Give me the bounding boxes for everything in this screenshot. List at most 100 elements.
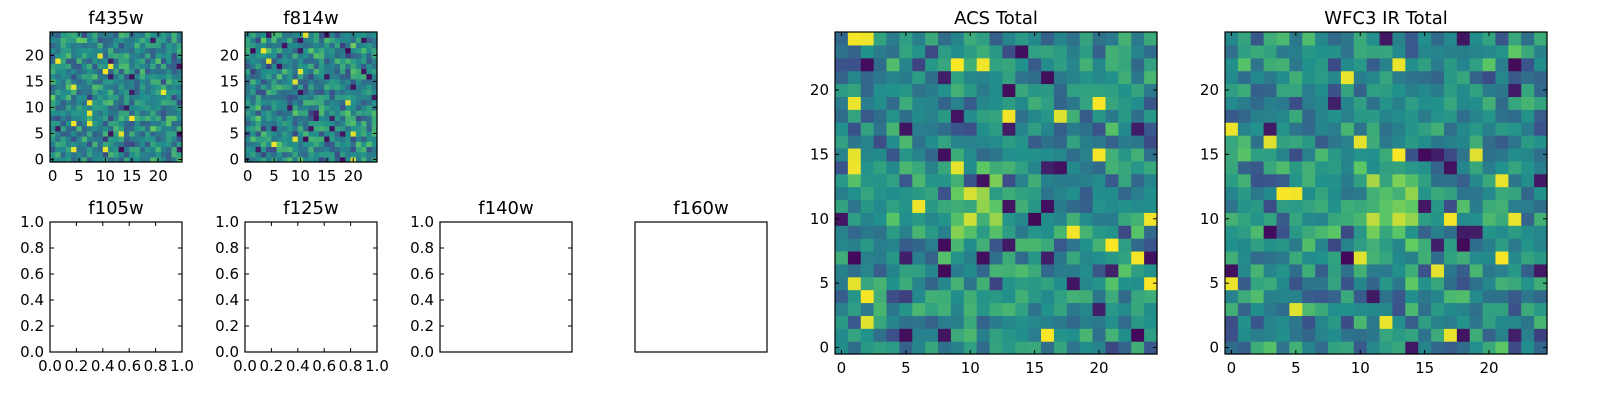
heatmap-cell — [1028, 122, 1042, 136]
heatmap-cell — [1482, 173, 1497, 188]
heatmap-cell — [1225, 57, 1239, 72]
x-tick-label: 0.2 — [259, 357, 283, 375]
axes-frame — [634, 221, 768, 353]
heatmap-cell — [55, 89, 62, 95]
heatmap-cell — [1028, 341, 1042, 355]
heatmap-cell — [1353, 186, 1368, 201]
heatmap-cell — [366, 47, 373, 54]
heatmap-cell — [297, 89, 304, 95]
heatmap-cell — [150, 104, 157, 111]
heatmap-cell — [150, 58, 157, 64]
heatmap-cell — [71, 47, 77, 54]
heatmap-cell — [1340, 341, 1355, 355]
heatmap-cell — [925, 289, 939, 304]
heatmap-cell — [287, 94, 294, 101]
heatmap-cell — [292, 99, 299, 106]
heatmap-cell — [1002, 135, 1016, 149]
heatmap-cell — [1028, 57, 1042, 72]
heatmap-cell — [166, 136, 173, 142]
heatmap-cell — [1328, 109, 1342, 123]
heatmap-cell — [118, 110, 125, 116]
heatmap-cell — [1418, 199, 1432, 213]
heatmap-cell — [139, 156, 146, 163]
heatmap-cell — [860, 250, 875, 265]
heatmap-cell — [292, 125, 299, 132]
heatmap-cell — [150, 151, 157, 158]
heatmap-cell — [71, 136, 77, 142]
heatmap-cell — [1079, 122, 1094, 136]
heatmap-cell — [102, 89, 109, 95]
heatmap-cell — [176, 146, 183, 153]
heatmap-cell — [361, 130, 368, 137]
heatmap-cell — [102, 125, 109, 132]
x-tick-label: 0 — [243, 167, 253, 185]
heatmap-cell — [71, 84, 77, 90]
heatmap-cell — [886, 57, 900, 72]
heatmap-cell — [361, 115, 368, 121]
y-tick-label: 10 — [25, 98, 44, 116]
heatmap-cell — [287, 99, 294, 106]
heatmap-cell — [1405, 32, 1419, 46]
heatmap-cell — [340, 110, 346, 116]
heatmap-cell — [886, 96, 900, 110]
heatmap-cell — [260, 120, 267, 127]
heatmap-cell — [925, 328, 939, 342]
heatmap-cell — [1534, 328, 1548, 342]
heatmap-cell — [276, 130, 283, 137]
heatmap-cell — [171, 47, 178, 54]
axes-frame — [1224, 31, 1548, 355]
heatmap-cell — [1066, 289, 1081, 304]
heatmap-cell — [886, 302, 900, 316]
heatmap-cell — [1066, 315, 1081, 329]
heatmap-cell — [976, 57, 991, 72]
heatmap-cell — [313, 63, 320, 69]
heatmap-cell — [1079, 276, 1094, 291]
heatmap-cell — [60, 73, 67, 80]
heatmap-cell — [266, 115, 272, 121]
heatmap-cell — [366, 32, 373, 38]
heatmap-cell — [899, 96, 913, 110]
heatmap-cell — [886, 276, 900, 291]
heatmap-cell — [166, 58, 173, 64]
heatmap-cell — [292, 68, 299, 75]
heatmap-cell — [1002, 302, 1016, 316]
heatmap-cell — [1250, 315, 1265, 329]
heatmap-cell — [318, 104, 325, 111]
heatmap-cell — [847, 186, 862, 201]
heatmap-cell — [1144, 302, 1158, 316]
heatmap-cell — [1379, 186, 1394, 201]
heatmap-cell — [55, 37, 62, 43]
heatmap-cell — [938, 96, 952, 110]
heatmap-cell — [50, 47, 56, 54]
heatmap-cell — [950, 122, 965, 136]
heatmap-cell — [1443, 96, 1458, 110]
heatmap-cell — [76, 89, 83, 95]
heatmap-cell — [266, 68, 272, 75]
heatmap-cell — [1066, 328, 1081, 342]
heatmap-cell — [1353, 328, 1368, 342]
heatmap-cell — [1053, 238, 1068, 252]
heatmap-cell — [1079, 32, 1094, 46]
heatmap-cell — [1495, 160, 1509, 175]
axes-frame — [244, 221, 378, 353]
heatmap-cell — [292, 110, 299, 116]
heatmap-cell — [1328, 135, 1342, 149]
heatmap-cell — [271, 52, 278, 59]
heatmap-cell — [1508, 57, 1522, 72]
heatmap-cell — [1379, 328, 1394, 342]
heatmap-cell — [925, 276, 939, 291]
heatmap-cell — [1289, 186, 1303, 201]
heatmap-cell — [292, 94, 299, 101]
heatmap-cell — [108, 104, 114, 111]
heatmap-cell — [102, 63, 109, 69]
heatmap-cell — [60, 94, 67, 101]
heatmap-cell — [1118, 147, 1132, 162]
heatmap-cell — [1041, 83, 1055, 97]
heatmap-cell — [1534, 109, 1548, 123]
heatmap-cell — [355, 136, 362, 142]
heatmap-cell — [260, 42, 267, 49]
heatmap-cell — [176, 42, 183, 49]
heatmap-cell — [1495, 109, 1509, 123]
heatmap-cell — [134, 42, 141, 49]
heatmap-cell — [1302, 70, 1316, 85]
